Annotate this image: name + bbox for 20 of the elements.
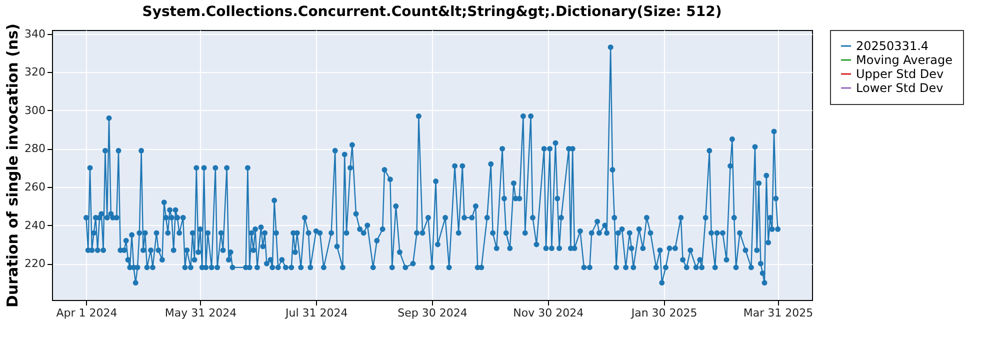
y-tick-label: 320	[24, 66, 46, 79]
chart-title: System.Collections.Concurrent.Count&lt;String&gt;.Dictionary(Size: 512)	[142, 4, 722, 20]
x-tick-label: Apr 1 2024	[56, 306, 118, 320]
x-tick-label: Mar 31 2025	[743, 306, 814, 320]
y-tick-label: 240	[24, 218, 46, 232]
legend-label: Lower Std Dev	[856, 81, 944, 95]
x-tick-label: Jan 30 2025	[630, 306, 698, 320]
x-tick-label: Nov 30 2024	[513, 306, 584, 320]
x-tick-label: May 31 2024	[164, 306, 237, 320]
x-tick-label: Jul 31 2024	[284, 306, 348, 320]
legend-label: Upper Std Dev	[856, 67, 944, 81]
legend-label: 20250331.4	[856, 39, 929, 53]
y-axis-title: Duration of single invocation (ns)	[4, 24, 22, 308]
y-tick-label: 220	[24, 257, 46, 270]
y-tick-label: 300	[24, 104, 46, 117]
y-tick-label: 260	[24, 180, 46, 194]
y-tick-label: 280	[24, 142, 46, 156]
legend-label: Moving Average	[856, 53, 952, 67]
y-tick-label: 340	[24, 27, 46, 40]
x-tick-label: Sep 30 2024	[398, 306, 468, 320]
